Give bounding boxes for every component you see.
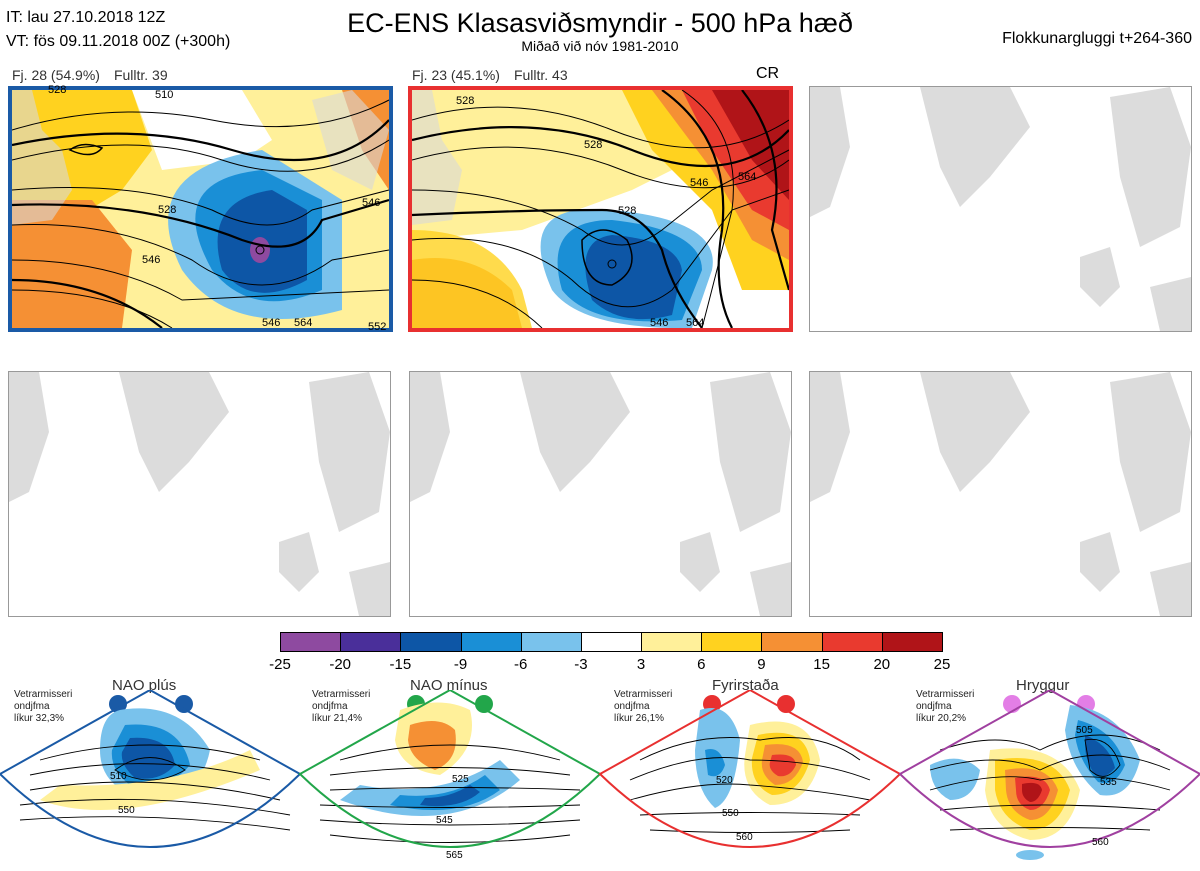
regime-3-contour-label-550: 550 bbox=[722, 808, 739, 819]
colorbar-segment bbox=[340, 632, 402, 652]
regime-1-climate-line-1: Vetrarmisseri bbox=[14, 689, 73, 700]
regime-map-nao-plus: 510 550 bbox=[0, 690, 302, 848]
colorbar-tick-label: -6 bbox=[514, 656, 528, 673]
regime-1-climate-line-2: ondjfma bbox=[14, 701, 50, 712]
regime-1-contour-label-510: 510 bbox=[110, 771, 127, 782]
colorbar-segment bbox=[520, 632, 582, 652]
regime-4-contour-label-560: 560 bbox=[1092, 837, 1109, 848]
colorbar-segment bbox=[881, 632, 943, 652]
regime-2-marker-right bbox=[475, 695, 493, 713]
regime-3-climate: Vetrarmisseri ondjfma líkur 26,1% bbox=[614, 689, 672, 725]
colorbar-tick-label: 3 bbox=[636, 656, 646, 673]
colorbar-tick-labels: -25 -20 -15 -9 -6 -3 3 6 9 15 20 25 bbox=[269, 656, 950, 676]
cluster-map-3[interactable] bbox=[809, 86, 1192, 332]
colorbar-tick-label: 6 bbox=[697, 656, 706, 673]
colorbar-tick-label: -15 bbox=[389, 656, 412, 673]
regime-1-marker-left bbox=[109, 695, 127, 713]
cluster-2-count: Fj. 23 (45.1%) bbox=[412, 67, 500, 83]
cluster-2-label: Fj. 23 (45.1%) Fulltr. 43 bbox=[412, 67, 582, 83]
regime-map-fyrirstada: 520 550 560 bbox=[598, 690, 902, 848]
colorbar-tick-label: 9 bbox=[757, 656, 766, 673]
cluster-1-label: Fj. 28 (54.9%) Fulltr. 39 bbox=[12, 67, 182, 83]
cluster-map-6[interactable] bbox=[809, 371, 1192, 617]
regime-2-climate-line-3: líkur 21,4% bbox=[312, 713, 363, 724]
regime-2-contour-label-545: 545 bbox=[436, 815, 453, 826]
regime-4-name: Hryggur bbox=[1016, 677, 1070, 694]
colorbar-tick-label: -25 bbox=[269, 656, 291, 673]
colorbar-segment bbox=[460, 632, 522, 652]
cluster-map-3-svg bbox=[810, 87, 1191, 331]
colorbar-segment bbox=[280, 632, 342, 652]
regime-4-climate: Vetrarmisseri ondjfma líkur 20,2% bbox=[916, 689, 974, 725]
regime-1-contour-label-550: 550 bbox=[118, 805, 135, 816]
regime-3-climate-line-1: Vetrarmisseri bbox=[614, 689, 673, 700]
classification-window: Flokkunargluggi t+264-360 bbox=[1002, 30, 1192, 47]
regime-1-name: NAO plús bbox=[112, 677, 177, 694]
colorbar-tick-label: 15 bbox=[813, 656, 830, 673]
page-title: EC-ENS Klasasviðsmyndir - 500 hPa hæð bbox=[347, 8, 853, 38]
colorbar-tick-label: -3 bbox=[574, 656, 588, 673]
regime-4-climate-line-1: Vetrarmisseri bbox=[916, 689, 975, 700]
regime-map-nao-minus: 525 545 565 bbox=[298, 690, 602, 861]
header-times: IT: lau 27.10.2018 12Z VT: fös 09.11.201… bbox=[6, 6, 230, 54]
colorbar-segment bbox=[580, 632, 643, 652]
cluster-2-rep: Fulltr. 43 bbox=[513, 67, 568, 83]
valid-time: VT: fös 09.11.2018 00Z (+300h) bbox=[6, 33, 231, 50]
regime-2-climate-line-1: Vetrarmisseri bbox=[312, 689, 371, 700]
colorbar-segment bbox=[761, 632, 823, 652]
regime-2-contour-label-525: 525 bbox=[452, 774, 469, 785]
cluster-1-count: Fj. 28 (54.9%) bbox=[12, 67, 100, 83]
cluster-map-4[interactable] bbox=[8, 371, 391, 617]
regime-3-climate-line-3: líkur 26,1% bbox=[614, 713, 665, 724]
cluster-map-6-svg bbox=[810, 372, 1191, 616]
colorbar-segment bbox=[400, 632, 462, 652]
regime-1-climate-line-3: líkur 32,3% bbox=[14, 713, 65, 724]
colorbar-tick-label: -20 bbox=[329, 656, 352, 673]
regime-2-name: NAO mínus bbox=[410, 677, 488, 694]
cluster-map-1[interactable] bbox=[8, 86, 393, 332]
colorbar-tick-label: 25 bbox=[933, 656, 951, 673]
cluster-map-4-svg bbox=[9, 372, 390, 616]
colorbar-segment bbox=[641, 632, 703, 652]
regime-map-hryggur: 505 535 560 bbox=[898, 690, 1200, 860]
initial-time: IT: lau 27.10.2018 12Z bbox=[6, 9, 166, 26]
cluster-map-2[interactable] bbox=[408, 86, 793, 332]
regime-2-contour-label-565: 565 bbox=[446, 850, 463, 861]
regime-4-contour-label-535: 535 bbox=[1100, 777, 1117, 788]
cluster-1-rep: Fulltr. 39 bbox=[113, 67, 168, 83]
regime-1-marker-right bbox=[175, 695, 193, 713]
cluster-map-5[interactable] bbox=[409, 371, 792, 617]
colorbar-tick-label: 20 bbox=[873, 656, 891, 673]
regime-4-contour-label-505: 505 bbox=[1076, 725, 1093, 736]
regime-4-climate-line-3: líkur 20,2% bbox=[916, 713, 967, 724]
regime-3-contour-label-560: 560 bbox=[736, 832, 753, 843]
colorbar-segment bbox=[821, 632, 883, 652]
regime-2-climate: Vetrarmisseri ondjfma líkur 21,4% bbox=[312, 689, 370, 725]
cluster-map-1-svg bbox=[12, 90, 389, 328]
regime-3-climate-line-2: ondjfma bbox=[614, 701, 650, 712]
regime-3-name: Fyrirstaða bbox=[712, 677, 779, 694]
cluster-2-regime: CR bbox=[756, 65, 780, 82]
regime-1-climate: Vetrarmisseri ondjfma líkur 32,3% bbox=[14, 689, 72, 725]
regime-4-climate-line-2: ondjfma bbox=[916, 701, 952, 712]
regime-2-climate-line-2: ondjfma bbox=[312, 701, 348, 712]
cluster-map-2-svg bbox=[412, 90, 789, 328]
regime-3-contour-label-520: 520 bbox=[716, 775, 733, 786]
anomaly-colorbar bbox=[280, 632, 943, 652]
colorbar-segment bbox=[701, 632, 763, 652]
page-subtitle: Miðað við nóv 1981-2010 bbox=[521, 38, 679, 54]
regime-maps: 510 550 525 545 565 bbox=[0, 690, 1200, 861]
cluster-map-5-svg bbox=[410, 372, 791, 616]
colorbar-tick-label: -9 bbox=[453, 656, 468, 673]
